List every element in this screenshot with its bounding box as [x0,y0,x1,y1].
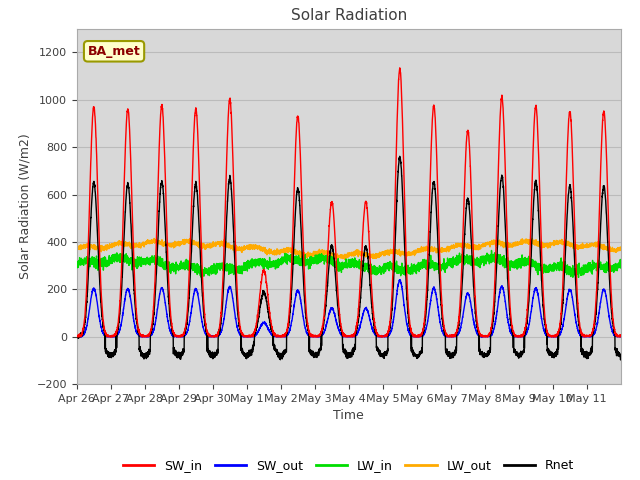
Text: BA_met: BA_met [88,45,140,58]
Y-axis label: Solar Radiation (W/m2): Solar Radiation (W/m2) [18,133,31,279]
Title: Solar Radiation: Solar Radiation [291,9,407,24]
X-axis label: Time: Time [333,409,364,422]
Legend: SW_in, SW_out, LW_in, LW_out, Rnet: SW_in, SW_out, LW_in, LW_out, Rnet [118,454,579,477]
